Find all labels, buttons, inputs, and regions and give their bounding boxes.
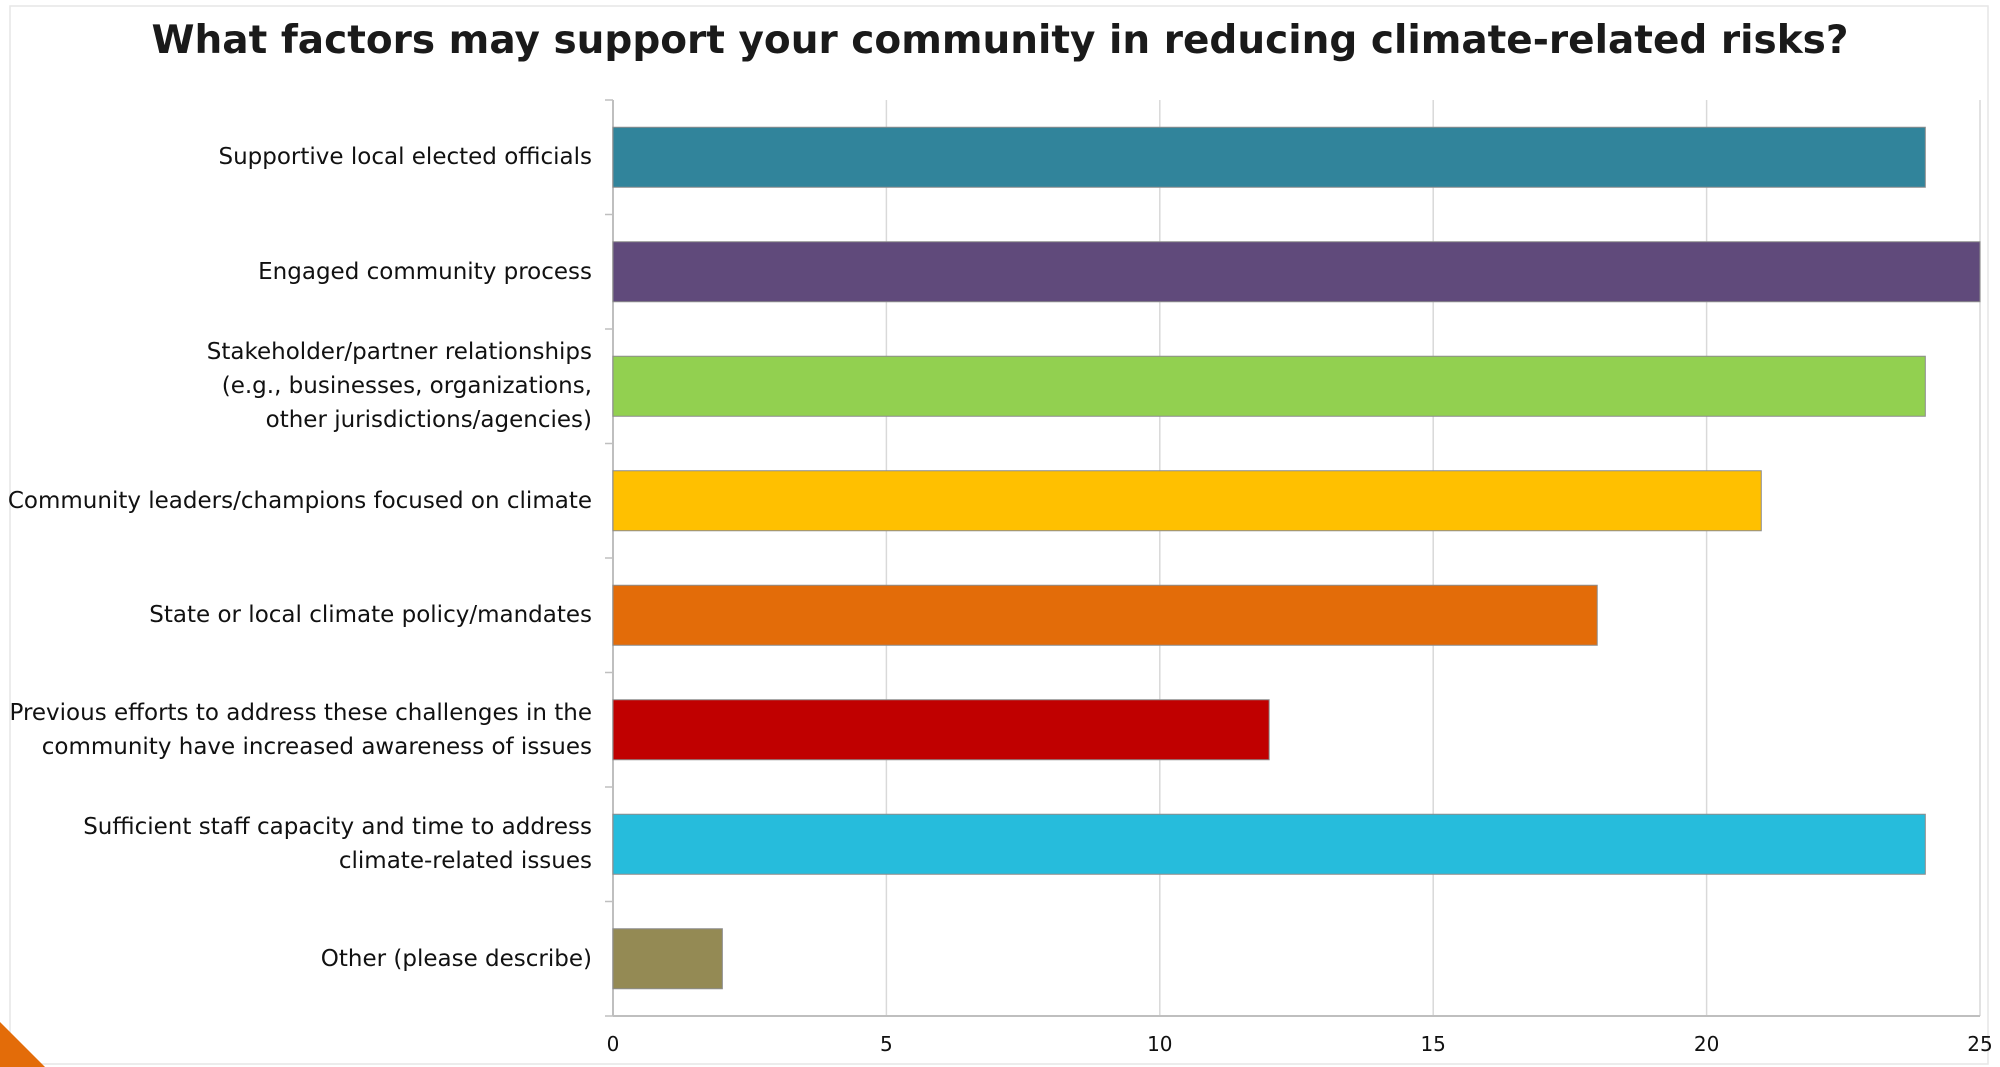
x-tick-label: 25 bbox=[1967, 1032, 1993, 1056]
bar-7 bbox=[612, 813, 1926, 875]
category-label: Supportive local elected officials bbox=[218, 144, 592, 171]
bar-5 bbox=[612, 584, 1598, 646]
bar-1 bbox=[612, 126, 1926, 188]
x-tick-label: 15 bbox=[1420, 1032, 1446, 1056]
bar-6 bbox=[612, 699, 1270, 761]
category-label: Previous efforts to address these challe… bbox=[9, 699, 592, 760]
corner-accent-triangle bbox=[0, 1022, 45, 1067]
category-label: Stakeholder/partner relationships (e.g.,… bbox=[206, 339, 592, 434]
category-label: Sufficient staff capacity and time to ad… bbox=[83, 814, 592, 875]
bar-4 bbox=[612, 470, 1762, 532]
x-tick-label: 20 bbox=[1693, 1032, 1720, 1056]
x-tick-label: 10 bbox=[1147, 1032, 1173, 1056]
bar-2 bbox=[612, 241, 1981, 303]
category-label: State or local climate policy/mandates bbox=[149, 602, 592, 629]
bar-8 bbox=[612, 928, 723, 990]
x-tick-label: 0 bbox=[606, 1032, 620, 1056]
x-tick-label: 5 bbox=[880, 1032, 893, 1056]
category-label: Community leaders/champions focused on c… bbox=[7, 487, 592, 514]
chart-frame bbox=[9, 5, 1989, 1065]
chart-title: What factors may support your community … bbox=[151, 18, 1849, 63]
category-label: Engaged community process bbox=[258, 258, 592, 285]
bar-3 bbox=[612, 355, 1926, 417]
category-label: Other (please describe) bbox=[320, 945, 592, 972]
